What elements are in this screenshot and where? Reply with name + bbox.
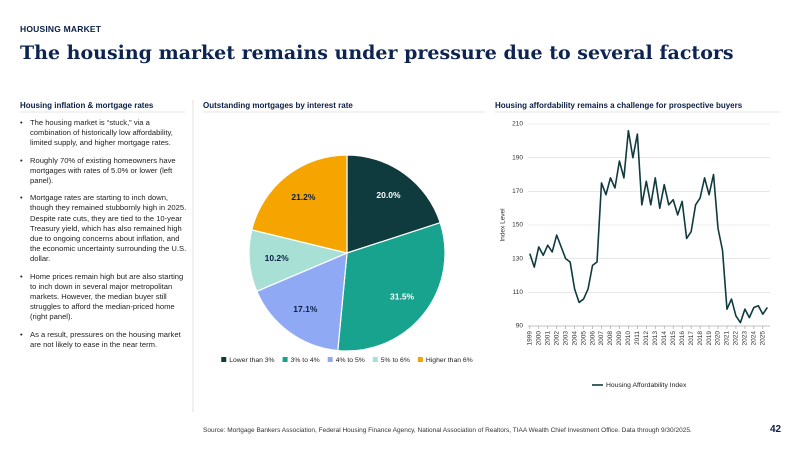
x-tick-label: 2012 [643, 331, 650, 346]
bullet: Home prices remain high but are also sta… [20, 272, 190, 323]
x-tick-label: 2017 [688, 331, 695, 346]
legend-swatch [417, 357, 423, 362]
x-tick-label: 2006 [589, 331, 596, 346]
y-axis-label: Index Level [500, 208, 507, 242]
data-label: 21.2% [291, 192, 316, 202]
legend-swatch [221, 357, 227, 362]
x-tick-label: 2000 [535, 331, 542, 346]
chart-title: Outstanding mortgages by interest rate [203, 101, 353, 110]
x-tick-label: 2008 [607, 331, 614, 346]
slide-title: The housing market remains under pressur… [20, 42, 734, 64]
x-tick-label: 2024 [751, 331, 758, 346]
x-tick-label: 2020 [715, 331, 722, 346]
x-tick-label: 2025 [760, 331, 767, 346]
page-number: 42 [770, 424, 782, 435]
pie-slice [256, 252, 348, 352]
data-label: 17.1% [293, 304, 318, 314]
x-tick-label: 2019 [706, 331, 713, 346]
x-tick-label: 2010 [625, 331, 632, 346]
data-label: 31.5% [390, 291, 415, 301]
x-tick-label: 2004 [571, 331, 578, 346]
chart-title: Housing affordability remains a challeng… [495, 101, 743, 110]
x-tick-label: 2005 [580, 331, 587, 346]
pie-slice [346, 154, 441, 254]
pie-slice [251, 154, 348, 254]
x-tick-label: 2009 [616, 331, 623, 346]
y-tick-label: 190 [512, 154, 523, 161]
data-label: 10.2% [265, 253, 290, 263]
legend-label: Lower than 3% [229, 357, 274, 364]
bullet: Mortgage rates are starting to inch down… [20, 193, 190, 264]
x-tick-label: 2023 [742, 331, 749, 346]
x-tick-label: 2015 [670, 331, 677, 346]
x-tick-label: 2016 [679, 331, 686, 346]
pie-slice [337, 221, 446, 352]
y-tick-label: 210 [512, 121, 523, 128]
y-tick-label: 170 [512, 188, 523, 195]
kicker: HOUSING MARKET [20, 24, 102, 34]
legend-label: Higher than 6% [426, 357, 473, 364]
y-tick-label: 150 [512, 222, 523, 229]
legend-label: 5% to 6% [381, 357, 410, 364]
bullet: The housing market is “stuck,” via a com… [20, 118, 190, 149]
data-label: 20.0% [376, 190, 401, 200]
x-tick-label: 2007 [598, 331, 605, 346]
legend-swatch [372, 357, 378, 362]
y-tick-label: 90 [516, 323, 524, 330]
x-tick-label: 2002 [553, 331, 560, 346]
x-tick-label: 2014 [661, 331, 668, 346]
x-tick-label: 2001 [544, 331, 551, 346]
line-series [529, 129, 768, 324]
x-tick-label: 2013 [652, 331, 659, 346]
x-tick-label: 2003 [562, 331, 569, 346]
x-tick-label: 2021 [724, 331, 731, 346]
legend-label: 4% to 5% [336, 357, 365, 364]
bullet-list: The housing market is “stuck,” via a com… [20, 118, 190, 357]
legend-label: Housing Affordability Index [606, 382, 687, 389]
source-note: Source: Mortgage Bankers Association, Fe… [203, 427, 692, 434]
sidebar-heading: Housing inflation & mortgage rates [20, 101, 154, 110]
x-tick-label: 1999 [527, 331, 534, 346]
x-tick-label: 2022 [733, 331, 740, 346]
legend-swatch [282, 357, 288, 362]
bullet: Roughly 70% of existing homeowners have … [20, 156, 190, 187]
legend-swatch [327, 357, 333, 362]
y-tick-label: 130 [512, 255, 523, 262]
bullet: As a result, pressures on the housing ma… [20, 330, 190, 350]
y-tick-label: 110 [513, 289, 524, 296]
legend-label: 3% to 4% [291, 357, 320, 364]
x-tick-label: 2011 [634, 331, 641, 345]
x-tick-label: 2018 [697, 331, 704, 346]
